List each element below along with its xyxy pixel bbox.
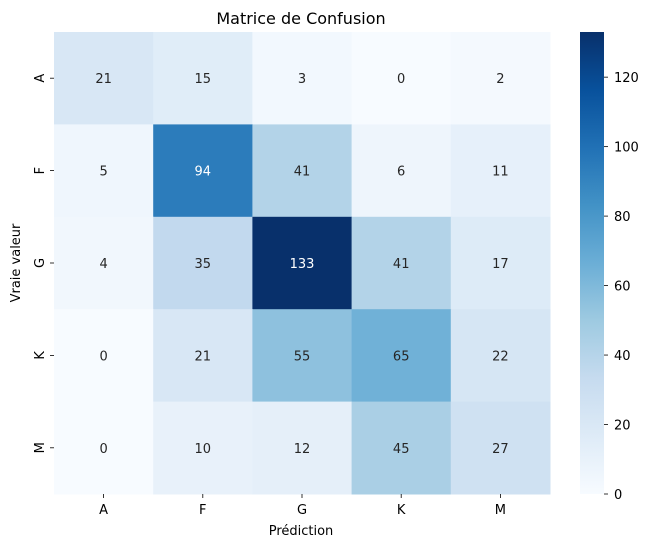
y-tick-label: F bbox=[33, 167, 48, 174]
heatmap-cell-K-F bbox=[153, 309, 253, 403]
cell-value-label: 0 bbox=[397, 72, 405, 87]
heatmap-cell-K-M bbox=[450, 309, 551, 403]
x-tick-label: F bbox=[199, 503, 206, 518]
heatmap-cell-M-G bbox=[252, 401, 353, 495]
cell-value-label: 65 bbox=[393, 349, 410, 364]
x-tick-label: G bbox=[297, 503, 307, 518]
heatmap-cells bbox=[54, 32, 551, 495]
heatmap-cell-M-M bbox=[450, 401, 551, 495]
heatmap-cell-F-A bbox=[54, 124, 154, 218]
heatmap-cell-K-A bbox=[54, 309, 154, 403]
heatmap-cell-G-G bbox=[252, 216, 353, 310]
cell-value-label: 17 bbox=[492, 257, 509, 272]
cell-value-label: 0 bbox=[99, 349, 107, 364]
cell-value-label: 5 bbox=[99, 165, 107, 180]
colorbar-tick-label: 0 bbox=[614, 488, 622, 503]
heatmap-cell-M-F bbox=[153, 401, 253, 495]
heatmap-cell-G-K bbox=[351, 216, 452, 310]
y-tick-label: G bbox=[33, 258, 48, 268]
cell-value-label: 4 bbox=[99, 257, 107, 272]
heatmap-cell-A-A bbox=[54, 32, 154, 125]
x-axis-label: Prédiction bbox=[269, 524, 334, 539]
heatmap-cell-A-M bbox=[450, 32, 551, 125]
y-axis-label: Vraie valeur bbox=[9, 223, 24, 302]
colorbar-tick-label: 80 bbox=[614, 210, 631, 225]
cell-value-label: 94 bbox=[195, 165, 212, 180]
cell-labels: 21 15 3 0 2 5 94 41 6 11 4 35 133 41 17 0 21 55 65 22 0 10 12 4… bbox=[95, 72, 508, 457]
heatmap-cell-F-K bbox=[351, 124, 452, 218]
heatmap-cell-G-F bbox=[153, 216, 253, 310]
cell-value-label: 21 bbox=[195, 349, 212, 364]
cell-value-label: 41 bbox=[294, 165, 311, 180]
cell-value-label: 45 bbox=[393, 442, 410, 457]
heatmap-cell-M-K bbox=[351, 401, 452, 495]
heatmap-cell-K-G bbox=[252, 309, 353, 403]
x-tick-label: K bbox=[397, 503, 406, 518]
cell-value-label: 11 bbox=[492, 165, 509, 180]
cell-value-label: 133 bbox=[290, 257, 315, 272]
heatmap-cell-A-K bbox=[351, 32, 452, 125]
heatmap-cell-F-M bbox=[450, 124, 551, 218]
cell-value-label: 41 bbox=[393, 257, 410, 272]
heatmap-cell-A-F bbox=[153, 32, 253, 125]
cell-value-label: 12 bbox=[294, 442, 311, 457]
y-axis-ticks: A F G K M bbox=[33, 74, 54, 453]
y-tick-label: A bbox=[33, 74, 48, 83]
heatmap-cell-A-G bbox=[252, 32, 353, 125]
colorbar-tick-label: 100 bbox=[614, 141, 639, 156]
cell-value-label: 6 bbox=[397, 165, 405, 180]
cell-value-label: 35 bbox=[195, 257, 212, 272]
colorbar-tick-label: 40 bbox=[614, 349, 631, 364]
chart-title: Matrice de Confusion bbox=[216, 9, 385, 28]
x-tick-label: A bbox=[99, 503, 108, 518]
colorbar: 0 20 40 60 80 100 120 bbox=[580, 32, 639, 503]
cell-value-label: 15 bbox=[195, 72, 212, 87]
cell-value-label: 22 bbox=[492, 349, 509, 364]
heatmap-cell-K-K bbox=[351, 309, 452, 403]
cell-value-label: 10 bbox=[195, 442, 212, 457]
heatmap-cell-M-A bbox=[54, 401, 154, 495]
cell-value-label: 3 bbox=[298, 72, 306, 87]
cell-value-label: 55 bbox=[294, 349, 311, 364]
y-tick-label: K bbox=[33, 351, 48, 360]
cell-value-label: 0 bbox=[99, 442, 107, 457]
cell-value-label: 27 bbox=[492, 442, 509, 457]
x-tick-label: M bbox=[495, 503, 506, 518]
heatmap-cell-G-M bbox=[450, 216, 551, 310]
cell-value-label: 21 bbox=[95, 72, 112, 87]
heatmap-cell-G-A bbox=[54, 216, 154, 310]
colorbar-tick-label: 60 bbox=[614, 280, 631, 295]
colorbar-gradient bbox=[580, 32, 604, 494]
heatmap-cell-F-G bbox=[252, 124, 353, 218]
colorbar-tick-label: 120 bbox=[614, 71, 639, 86]
cell-value-label: 2 bbox=[496, 72, 504, 87]
colorbar-tick-label: 20 bbox=[614, 419, 631, 434]
heatmap-cell-F-F bbox=[153, 124, 253, 218]
y-tick-label: M bbox=[33, 442, 48, 453]
colorbar-ticks: 0 20 40 60 80 100 120 bbox=[604, 71, 639, 503]
